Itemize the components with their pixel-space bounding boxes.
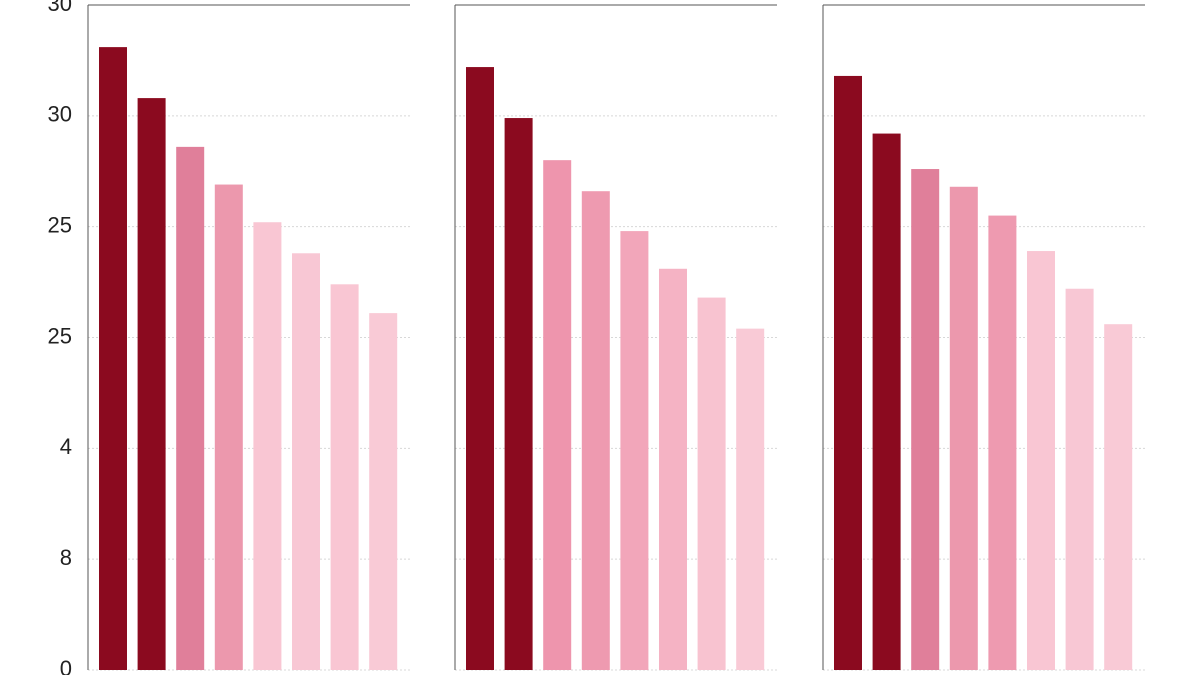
bar <box>253 222 282 670</box>
bar <box>292 253 320 670</box>
bar <box>581 191 610 670</box>
bar <box>99 47 127 671</box>
bar <box>872 133 901 671</box>
bar <box>949 186 978 670</box>
bar <box>214 184 243 671</box>
y-tick-label: 25 <box>48 212 72 237</box>
bar <box>1065 288 1094 670</box>
bar <box>736 328 765 670</box>
bar <box>1104 324 1133 670</box>
y-tick-label: 4 <box>60 434 72 459</box>
y-tick-label: 8 <box>60 545 72 570</box>
bar <box>620 231 649 670</box>
bar <box>543 160 572 670</box>
bar <box>330 284 359 670</box>
bar <box>911 169 940 671</box>
bar <box>659 268 687 670</box>
bar <box>504 118 533 671</box>
bar <box>834 75 862 670</box>
bar <box>1027 251 1055 671</box>
y-tick-label: 25 <box>48 323 72 348</box>
bar <box>988 215 1017 671</box>
y-tick-label: 30 <box>48 0 72 16</box>
bar <box>466 67 494 671</box>
y-tick-label: 30 <box>48 102 72 127</box>
y-tick-label: 0 <box>60 656 72 675</box>
bar <box>176 146 205 670</box>
bar <box>137 98 166 671</box>
bar <box>697 297 726 670</box>
bar <box>369 313 398 670</box>
